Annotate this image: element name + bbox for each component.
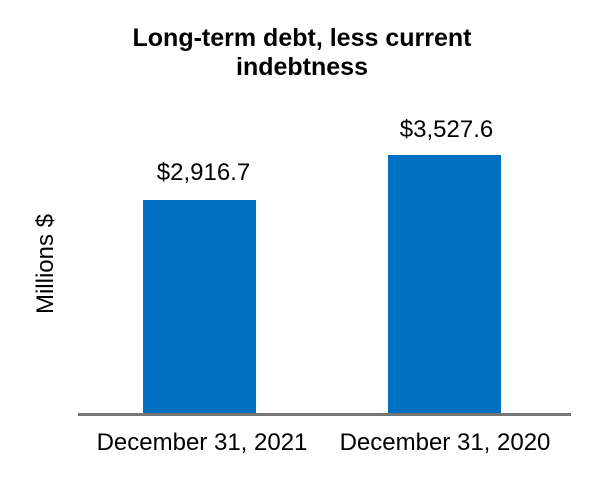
x-axis-category-2021: December 31, 2021 (96, 429, 308, 456)
x-axis-category-2020: December 31, 2020 (339, 429, 551, 456)
bar-december-31-2020 (388, 155, 501, 413)
y-axis-label: Millions $ (32, 213, 59, 315)
x-axis-line (78, 413, 571, 416)
bar-december-31-2021 (143, 200, 256, 413)
chart-title-line-1: Long-term debt, less current (132, 24, 472, 52)
data-label-2021: $2,916.7 (156, 159, 251, 186)
chart-title-line-2: indebtness (236, 53, 368, 81)
chart-title: Long-term debt, less current indebtness (77, 24, 527, 82)
data-label-2020: $3,527.6 (399, 116, 494, 143)
